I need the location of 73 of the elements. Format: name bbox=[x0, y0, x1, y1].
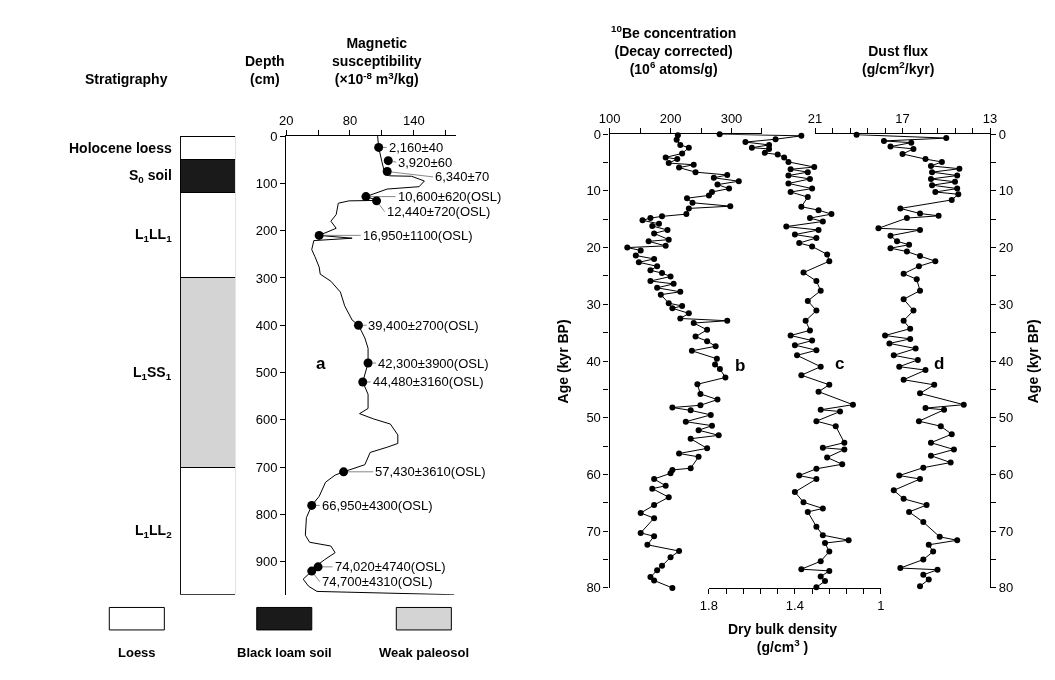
x-tick-label: 1 bbox=[877, 597, 885, 613]
annotation: 66,950±4300(OSL) bbox=[322, 498, 433, 513]
x-tick-label: 1.8 bbox=[699, 597, 718, 613]
chart-title: Dust flux (g/cm$^{2}$/kyr) bbox=[862, 43, 935, 78]
y-tick-label: 0 bbox=[270, 128, 278, 144]
annotation: 12,440±720(OSL) bbox=[387, 204, 491, 219]
y-tick-label: 500 bbox=[255, 365, 278, 381]
series-label: S$_{0}$ soil bbox=[129, 167, 172, 185]
annotation: 10,600±620(OSL) bbox=[398, 189, 502, 204]
y-tick-label: 70 bbox=[998, 523, 1014, 539]
y-tick-label: 400 bbox=[255, 317, 278, 333]
annotation: 3,920±60 bbox=[398, 155, 453, 170]
x-tick-label: 20 bbox=[278, 112, 294, 128]
x-tick-label: 200 bbox=[659, 110, 682, 126]
x-tick-label: 80 bbox=[342, 112, 358, 128]
y-tick-label: 100 bbox=[255, 175, 278, 191]
annotation: c bbox=[835, 354, 845, 373]
x-tick-label: 100 bbox=[598, 110, 621, 126]
series-label: L$_{1}$SS$_{1}$ bbox=[133, 364, 172, 382]
annotation: 16,950±1100(OSL) bbox=[363, 228, 473, 243]
y-axis-title: Depth (cm) bbox=[245, 53, 285, 88]
y-tick-label: 900 bbox=[255, 554, 278, 570]
series-label: Holocene loess bbox=[69, 140, 172, 156]
y-tick-label: 60 bbox=[998, 467, 1014, 482]
y-tick-label: 70 bbox=[586, 523, 601, 539]
y-tick-label: 800 bbox=[255, 506, 278, 522]
y-tick-label: 10 bbox=[586, 183, 601, 199]
y-tick-label: 40 bbox=[998, 353, 1014, 369]
x-tick-label: 17 bbox=[895, 110, 910, 126]
y-tick-label: 200 bbox=[255, 223, 278, 239]
annotation: 2,160±40 bbox=[389, 140, 444, 155]
y-tick-label: 80 bbox=[998, 580, 1014, 596]
x-tick-label: 300 bbox=[720, 110, 743, 126]
y-tick-label: 50 bbox=[998, 410, 1014, 426]
y-tick-label: 300 bbox=[255, 270, 278, 286]
y-axis-title: Age (kyr BP) bbox=[1025, 319, 1042, 404]
chart-title: $^{10}$Be concentration (Decay corrected) (10$^{6}$ atoms/g) bbox=[611, 23, 737, 78]
text: Weak paleosol bbox=[379, 645, 470, 660]
y-tick-label: 40 bbox=[586, 353, 601, 369]
series-label: L$_{1}$LL$_{2}$ bbox=[135, 522, 173, 540]
text: Black loam soil bbox=[237, 645, 332, 660]
y-axis-title: Age (kyr BP) bbox=[555, 319, 572, 404]
x-axis-title: Dry bulk density (g/cm$^{3}$ ) bbox=[728, 621, 838, 656]
annotation: 57,430±3610(OSL) bbox=[375, 464, 486, 479]
x-tick-label: 13 bbox=[982, 110, 998, 126]
y-tick-label: 60 bbox=[586, 467, 601, 482]
y-tick-label: 20 bbox=[998, 240, 1014, 256]
x-tick-label: 1.4 bbox=[785, 597, 804, 613]
annotation: a bbox=[316, 354, 326, 373]
y-tick-label: 10 bbox=[998, 183, 1014, 199]
annotation: 6,340±70 bbox=[435, 169, 490, 184]
annotation: 39,400±2700(OSL) bbox=[368, 318, 479, 333]
y-tick-label: 600 bbox=[255, 412, 278, 428]
annotation: 42,300±3900(OSL) bbox=[378, 356, 489, 371]
text: Loess bbox=[118, 645, 156, 660]
x-tick-label: 21 bbox=[807, 110, 823, 126]
y-tick-label: 30 bbox=[998, 296, 1014, 312]
annotation: 74,020±4740(OSL) bbox=[335, 559, 446, 574]
chart-title: Stratigraphy bbox=[85, 71, 168, 87]
y-tick-label: 0 bbox=[593, 126, 601, 142]
chart-title: Magnetic susceptibility (×10$^{-8}$ m$^{3}$/kg) bbox=[332, 35, 422, 88]
annotation: d bbox=[934, 354, 945, 373]
x-tick-label: 140 bbox=[402, 112, 425, 128]
y-tick-label: 20 bbox=[586, 240, 601, 256]
y-tick-label: 50 bbox=[586, 410, 601, 426]
annotation: 74,700±4310(OSL) bbox=[322, 574, 433, 589]
annotation: 44,480±3160(OSL) bbox=[373, 374, 484, 389]
series-label: L$_{1}$LL$_{1}$ bbox=[135, 226, 173, 244]
y-tick-label: 0 bbox=[998, 126, 1006, 142]
y-tick-label: 30 bbox=[586, 296, 601, 312]
annotation: b bbox=[735, 356, 746, 375]
y-tick-label: 80 bbox=[586, 580, 601, 596]
y-tick-label: 700 bbox=[255, 459, 278, 475]
